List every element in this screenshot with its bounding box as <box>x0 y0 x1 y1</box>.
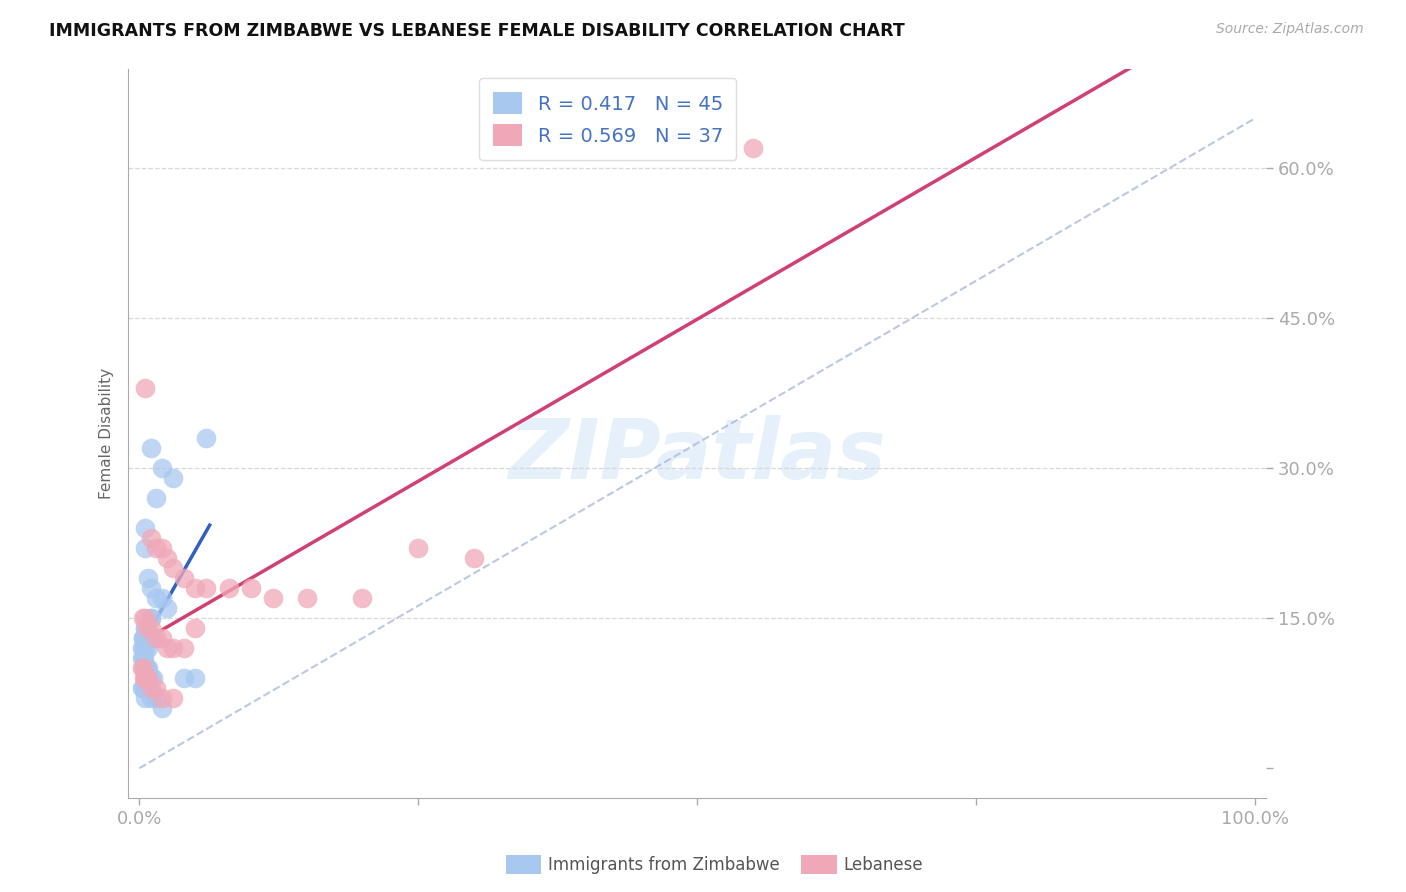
Point <box>134 661 156 675</box>
Point <box>131 681 153 696</box>
Point <box>139 621 162 635</box>
Point <box>139 531 162 545</box>
Point <box>139 631 162 645</box>
Point <box>162 561 184 575</box>
Point <box>134 691 156 706</box>
Point <box>156 551 179 566</box>
Point <box>134 381 156 395</box>
Point <box>145 681 167 696</box>
Text: IMMIGRANTS FROM ZIMBABWE VS LEBANESE FEMALE DISABILITY CORRELATION CHART: IMMIGRANTS FROM ZIMBABWE VS LEBANESE FEM… <box>49 22 905 40</box>
Point <box>142 671 165 685</box>
Point <box>150 701 173 715</box>
Text: Lebanese: Lebanese <box>844 856 924 874</box>
Point <box>134 641 156 656</box>
Text: ZIPatlas: ZIPatlas <box>508 415 886 496</box>
Point <box>132 681 155 696</box>
Point <box>134 621 156 635</box>
Point <box>173 671 195 685</box>
Point <box>132 651 155 665</box>
Point <box>173 641 195 656</box>
Point <box>136 641 159 656</box>
Point <box>150 461 173 475</box>
Point <box>156 601 179 615</box>
Point <box>352 591 374 606</box>
Point <box>132 651 155 665</box>
Point <box>132 681 155 696</box>
Point <box>139 611 162 625</box>
Point <box>145 691 167 706</box>
Point <box>134 541 156 556</box>
Point <box>139 681 162 696</box>
Point <box>136 631 159 645</box>
Text: Source: ZipAtlas.com: Source: ZipAtlas.com <box>1216 22 1364 37</box>
Point <box>131 661 153 675</box>
Point <box>162 691 184 706</box>
Point <box>195 431 218 445</box>
Point <box>195 581 218 595</box>
Point <box>145 631 167 645</box>
Point <box>142 631 165 645</box>
Point <box>184 581 207 595</box>
Point <box>131 641 153 656</box>
Point <box>406 541 429 556</box>
Point <box>184 621 207 635</box>
Point <box>131 651 153 665</box>
Point <box>173 571 195 585</box>
Point <box>145 491 167 506</box>
Point <box>162 471 184 485</box>
Point <box>132 631 155 645</box>
Point <box>135 671 157 685</box>
Point <box>139 442 162 456</box>
Point <box>136 571 159 585</box>
Point <box>132 641 155 656</box>
Point <box>139 611 162 625</box>
Point <box>139 581 162 595</box>
Legend: R = 0.417   N = 45, R = 0.569   N = 37: R = 0.417 N = 45, R = 0.569 N = 37 <box>479 78 737 160</box>
Point <box>136 661 159 675</box>
Point <box>145 591 167 606</box>
Point <box>134 631 156 645</box>
Point <box>295 591 318 606</box>
Point <box>134 671 156 685</box>
Point <box>132 611 155 625</box>
Point <box>134 521 156 535</box>
Point <box>136 661 159 675</box>
Point <box>262 591 284 606</box>
Point <box>741 141 763 155</box>
Point <box>463 551 485 566</box>
Point <box>135 661 157 675</box>
Point <box>150 631 173 645</box>
Point <box>156 641 179 656</box>
Point <box>145 541 167 556</box>
Y-axis label: Female Disability: Female Disability <box>100 368 114 499</box>
Point <box>134 611 156 625</box>
Point <box>136 631 159 645</box>
Point <box>139 691 162 706</box>
Point <box>162 641 184 656</box>
Point <box>132 671 155 685</box>
Point <box>136 621 159 635</box>
Text: Immigrants from Zimbabwe: Immigrants from Zimbabwe <box>548 856 780 874</box>
Point <box>239 581 262 595</box>
Point <box>150 541 173 556</box>
Point <box>132 661 155 675</box>
Point <box>136 671 159 685</box>
Point <box>150 691 173 706</box>
Point <box>218 581 240 595</box>
Point <box>132 631 155 645</box>
Point <box>184 671 207 685</box>
Point <box>139 671 162 685</box>
Point <box>134 621 156 635</box>
Point <box>150 591 173 606</box>
